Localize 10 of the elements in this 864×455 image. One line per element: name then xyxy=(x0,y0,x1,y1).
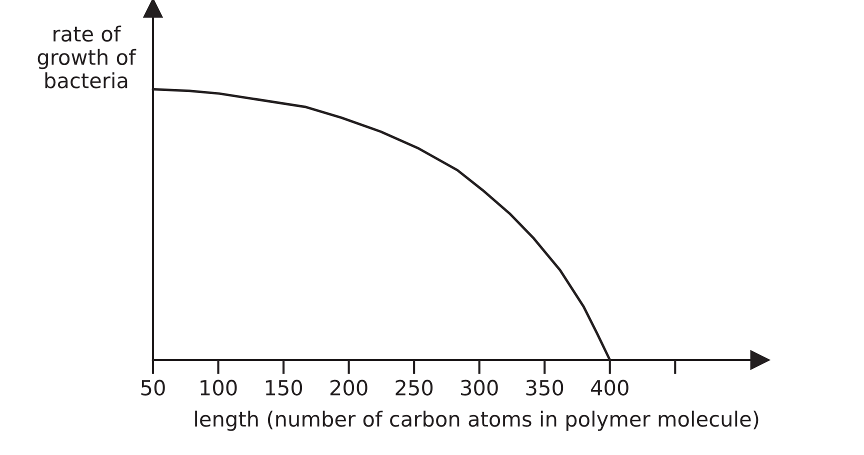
x-tick-label: 350 xyxy=(526,380,564,396)
y-axis-title: rate of growth of bacteria xyxy=(38,26,136,88)
x-tick-label: 150 xyxy=(266,380,302,396)
x-tick-label: 300 xyxy=(461,380,498,396)
x-tick-label: 50 xyxy=(141,380,165,396)
x-tick-label: 400 xyxy=(591,380,628,396)
x-tick-label: 250 xyxy=(396,380,433,396)
x-tick-label: 100 xyxy=(200,380,237,396)
x-tick-label: 200 xyxy=(330,380,368,396)
x-axis-title: length (number of carbon atoms in polymer molecule) xyxy=(195,410,758,431)
